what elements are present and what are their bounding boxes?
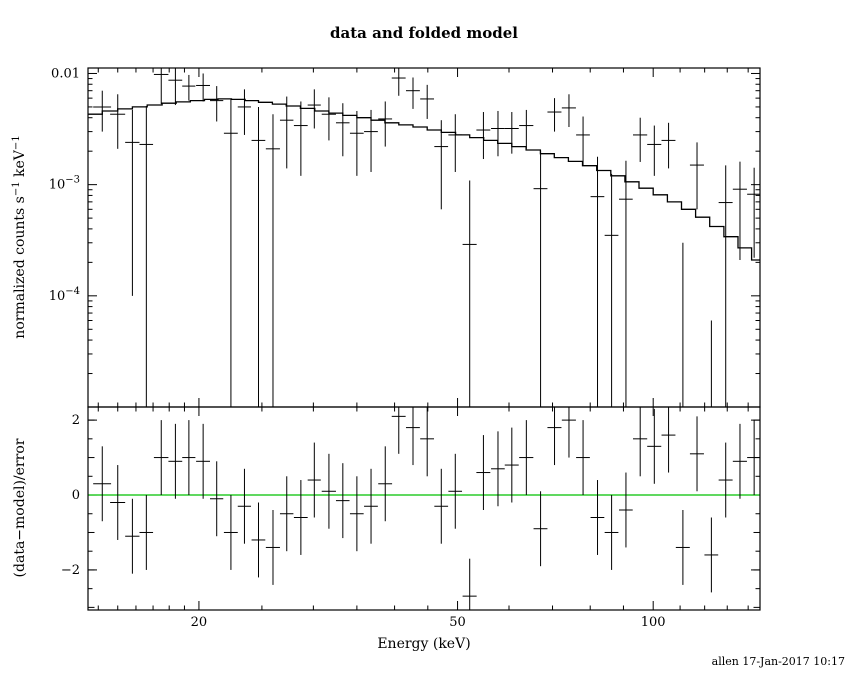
plot-credit: allen 17-Jan-2017 10:17 [712, 655, 845, 668]
data-points-residuals [93, 407, 760, 610]
y-tick-label: 10−3 [49, 175, 80, 193]
panel-frames [87, 67, 761, 611]
x-tick-label: 100 [641, 615, 666, 630]
spectrum-panel-frame [87, 67, 761, 408]
y-tick-label: 2 [72, 413, 80, 428]
residuals-panel-frame [87, 406, 761, 611]
model-curve [88, 98, 760, 261]
y-tick-label: 0 [72, 488, 80, 503]
x-tick-label: 20 [191, 615, 208, 630]
x-axis-label: Energy (keV) [377, 636, 470, 652]
y-tick-label: −2 [61, 563, 80, 578]
x-tick-label: 50 [449, 615, 466, 630]
y-axis-label-spectrum: normalized counts s−1 keV−1 [11, 135, 28, 338]
y-axis-label-residuals: (data−model)/error [12, 438, 28, 577]
axis-ticks [88, 68, 760, 610]
data-points-spectrum [93, 68, 760, 407]
y-tick-label: 10−4 [49, 286, 80, 304]
chart-title: data and folded model [330, 24, 518, 42]
y-tick-label: 0.01 [51, 66, 80, 81]
